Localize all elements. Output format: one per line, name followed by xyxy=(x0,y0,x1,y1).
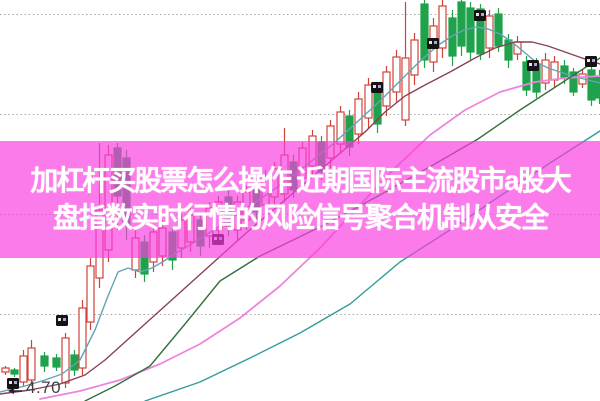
signal-marker-icon xyxy=(371,82,383,93)
headline-banner: 加杠杆买股票怎么操作 近期国际主流股市a股大 盘指数实时行情的风险信号聚合机制从… xyxy=(0,141,600,258)
candle-body xyxy=(382,71,391,107)
headline-line-2: 盘指数实时行情的风险信号聚合机制从安全 xyxy=(52,202,549,233)
candle-body xyxy=(587,69,596,101)
signal-marker-glyph xyxy=(58,318,61,321)
candle-body xyxy=(541,59,550,84)
signal-marker-glyph xyxy=(481,13,484,16)
candle-body xyxy=(448,17,457,57)
annotation-arrow-icon xyxy=(8,388,22,394)
candle-body xyxy=(438,5,447,49)
signal-marker-glyph xyxy=(529,63,532,66)
candle-body xyxy=(401,57,410,121)
signal-marker-icon xyxy=(7,378,19,389)
signal-marker-glyph xyxy=(434,41,437,44)
price-label: 4.70 xyxy=(26,378,62,397)
signal-marker-glyph xyxy=(592,59,595,62)
signal-marker-glyph xyxy=(63,318,66,321)
signal-marker-icon xyxy=(474,10,486,21)
candle-body xyxy=(569,71,578,93)
candle-body xyxy=(457,1,466,47)
candle-body xyxy=(52,357,61,368)
signal-marker-icon xyxy=(427,38,439,49)
signal-marker-icon xyxy=(585,56,597,67)
signal-marker-icon xyxy=(527,60,539,71)
candle-body xyxy=(78,307,87,369)
candle-body xyxy=(61,337,70,384)
candle-body xyxy=(40,355,49,367)
candle-body xyxy=(354,98,363,135)
candle-body xyxy=(364,84,373,119)
signal-marker-glyph xyxy=(587,59,590,62)
candle-body xyxy=(485,15,494,49)
candle-body xyxy=(595,75,600,99)
candle-body xyxy=(522,61,531,91)
candle-body xyxy=(476,8,485,55)
candle-body xyxy=(10,369,19,375)
signal-marker-glyph xyxy=(429,41,432,44)
candle-body xyxy=(410,39,419,76)
signal-marker-glyph xyxy=(14,381,17,384)
candle-body xyxy=(494,13,503,47)
signal-marker-glyph xyxy=(9,381,12,384)
arrow-head xyxy=(8,388,14,394)
candle-body xyxy=(420,3,429,61)
candle-body xyxy=(70,354,79,371)
signal-marker-glyph xyxy=(378,85,381,88)
signal-marker-glyph xyxy=(373,85,376,88)
candle-body xyxy=(19,355,28,383)
signal-marker-icon xyxy=(56,315,68,326)
candle-body xyxy=(392,56,401,93)
signal-marker-glyph xyxy=(476,13,479,16)
candle-body xyxy=(466,7,475,53)
signal-marker-glyph xyxy=(534,63,537,66)
candle-body xyxy=(27,347,36,381)
candle-body xyxy=(86,265,95,323)
candle-body xyxy=(1,367,10,373)
headline-line-1: 加杠杆买股票怎么操作 近期国际主流股市a股大 xyxy=(30,165,571,196)
